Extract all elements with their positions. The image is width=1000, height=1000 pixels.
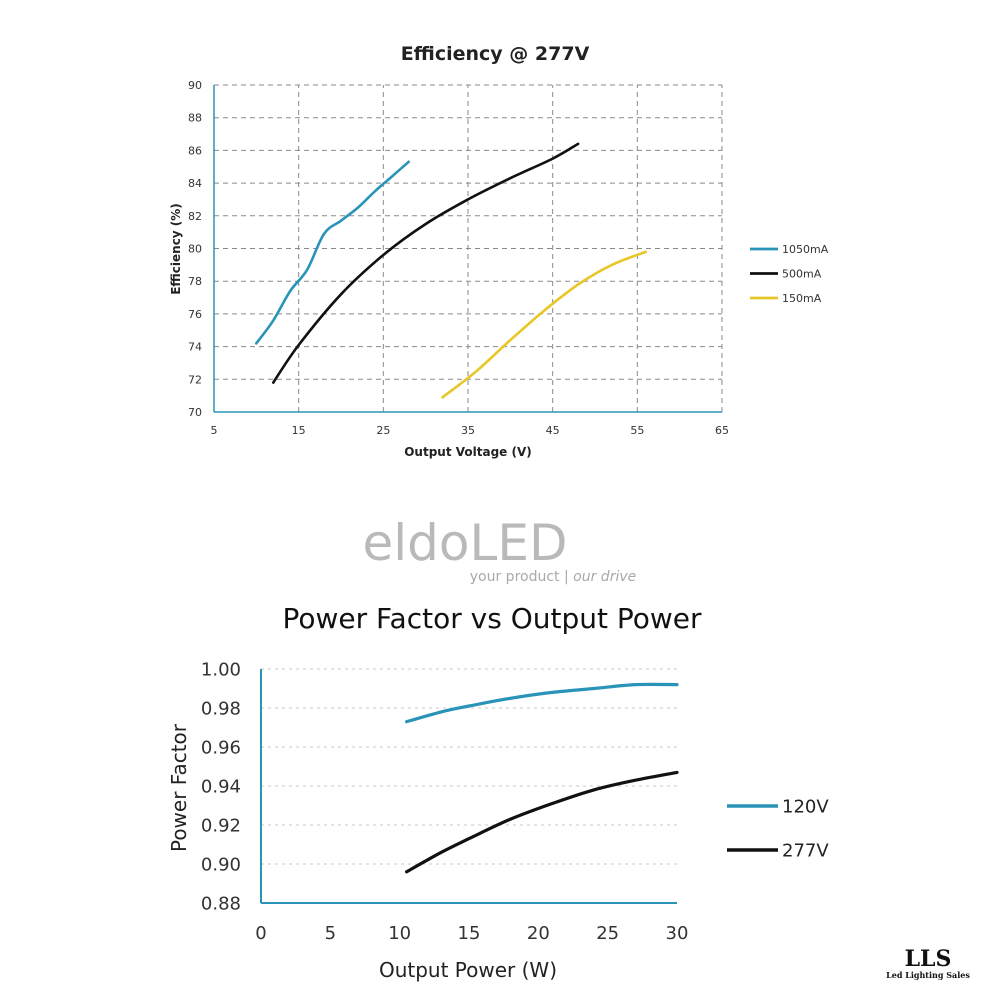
chart1-legend-label-1050mA: 1050mA	[782, 243, 829, 256]
chart2-x-tick-label: 15	[458, 923, 481, 944]
chart1-y-tick-label: 70	[188, 406, 202, 419]
power-factor-chart: Power Factor vs Output Power 0.88 0.90 0.9…	[167, 602, 829, 982]
logo-sub-text: Led Lighting Sales	[886, 970, 970, 980]
chart1-legend: 1050mA 500mA 150mA	[750, 243, 829, 305]
watermark-tagline-a: your product |	[470, 569, 573, 585]
chart2-series	[405, 682, 679, 874]
chart1-x-tick-label: 35	[461, 424, 475, 437]
chart2-x-tick-label: 30	[666, 923, 689, 944]
chart1-axes: 70 72 74 76 78 80 82 84 86 88 90 5 15 25 35 45 55 65	[188, 79, 729, 437]
watermark-tagline: your product | our drive	[470, 569, 636, 585]
chart1-series-line-150mA	[441, 250, 648, 399]
chart1-y-tick-label: 84	[188, 177, 202, 190]
chart1-legend-label-500mA: 500mA	[782, 267, 822, 280]
chart1-y-tick-label: 78	[188, 275, 202, 288]
chart2-x-tick-label: 25	[596, 923, 619, 944]
chart1-x-tick-label: 15	[292, 424, 306, 437]
chart1-legend-label-150mA: 150mA	[782, 292, 822, 305]
chart1-x-tick-label: 55	[630, 424, 644, 437]
chart1-y-tick-label: 90	[188, 79, 202, 92]
chart1-x-tick-label: 25	[376, 424, 390, 437]
chart1-series-line-1050mA	[255, 160, 410, 345]
chart2-y-tick-label: 0.92	[201, 815, 241, 836]
chart1-y-tick-label: 74	[188, 341, 202, 354]
chart2-series-line-120V	[405, 682, 679, 724]
chart2-y-tick-label: 0.88	[201, 893, 241, 914]
chart1-title: Efficiency @ 277V	[401, 43, 590, 65]
chart2-y-tick-label: 0.90	[201, 854, 241, 875]
watermark-tagline-b: our drive	[573, 569, 636, 585]
chart2-x-tick-label: 10	[388, 923, 411, 944]
chart2-y-tick-label: 0.96	[201, 737, 241, 758]
chart2-axes: 0.88 0.90 0.92 0.94 0.96 0.98 1.00 0 5 10 15 20 25 30	[201, 659, 689, 944]
lls-logo: LLS Led Lighting Sales	[886, 946, 970, 980]
chart2-x-tick-label: 5	[325, 923, 336, 944]
logo-main-text: LLS	[905, 946, 952, 972]
efficiency-chart: Efficiency @ 277V 70 72 74 76 78 80 82 84 86 88 90…	[169, 43, 829, 459]
chart1-y-tick-label: 80	[188, 242, 202, 255]
chart1-y-tick-label: 82	[188, 210, 202, 223]
watermark-brand: eldoLED	[363, 514, 568, 572]
chart2-legend: 120V 277V	[727, 796, 829, 861]
eldoled-watermark: eldoLED your product | our drive	[363, 514, 637, 585]
chart2-title: Power Factor vs Output Power	[282, 602, 702, 635]
chart1-x-tick-label: 5	[211, 424, 218, 437]
chart1-y-tick-label: 72	[188, 373, 202, 386]
chart2-series-line-277V	[405, 770, 679, 874]
chart2-y-tick-label: 0.94	[201, 776, 241, 797]
chart1-x-tick-label: 45	[546, 424, 560, 437]
chart1-y-tick-label: 88	[188, 112, 202, 125]
chart1-series	[255, 142, 648, 399]
chart2-legend-label-277V: 277V	[782, 840, 829, 861]
chart2-y-tick-label: 1.00	[201, 659, 241, 680]
chart1-y-tick-label: 76	[188, 308, 202, 321]
chart1-y-axis-label: Efficiency (%)	[169, 203, 183, 295]
chart1-x-tick-label: 65	[715, 424, 729, 437]
chart2-x-tick-label: 0	[255, 923, 266, 944]
chart2-x-axis-label: Output Power (W)	[379, 958, 557, 982]
chart2-legend-label-120V: 120V	[782, 796, 829, 817]
chart1-series-line-500mA	[272, 142, 580, 384]
chart2-x-tick-label: 20	[527, 923, 550, 944]
chart1-x-axis-label: Output Voltage (V)	[404, 445, 532, 459]
chart2-grid	[261, 668, 677, 865]
chart1-grid	[214, 84, 723, 412]
chart1-y-tick-label: 86	[188, 144, 202, 157]
chart2-y-axis-label: Power Factor	[167, 723, 191, 852]
chart2-y-tick-label: 0.98	[201, 698, 241, 719]
